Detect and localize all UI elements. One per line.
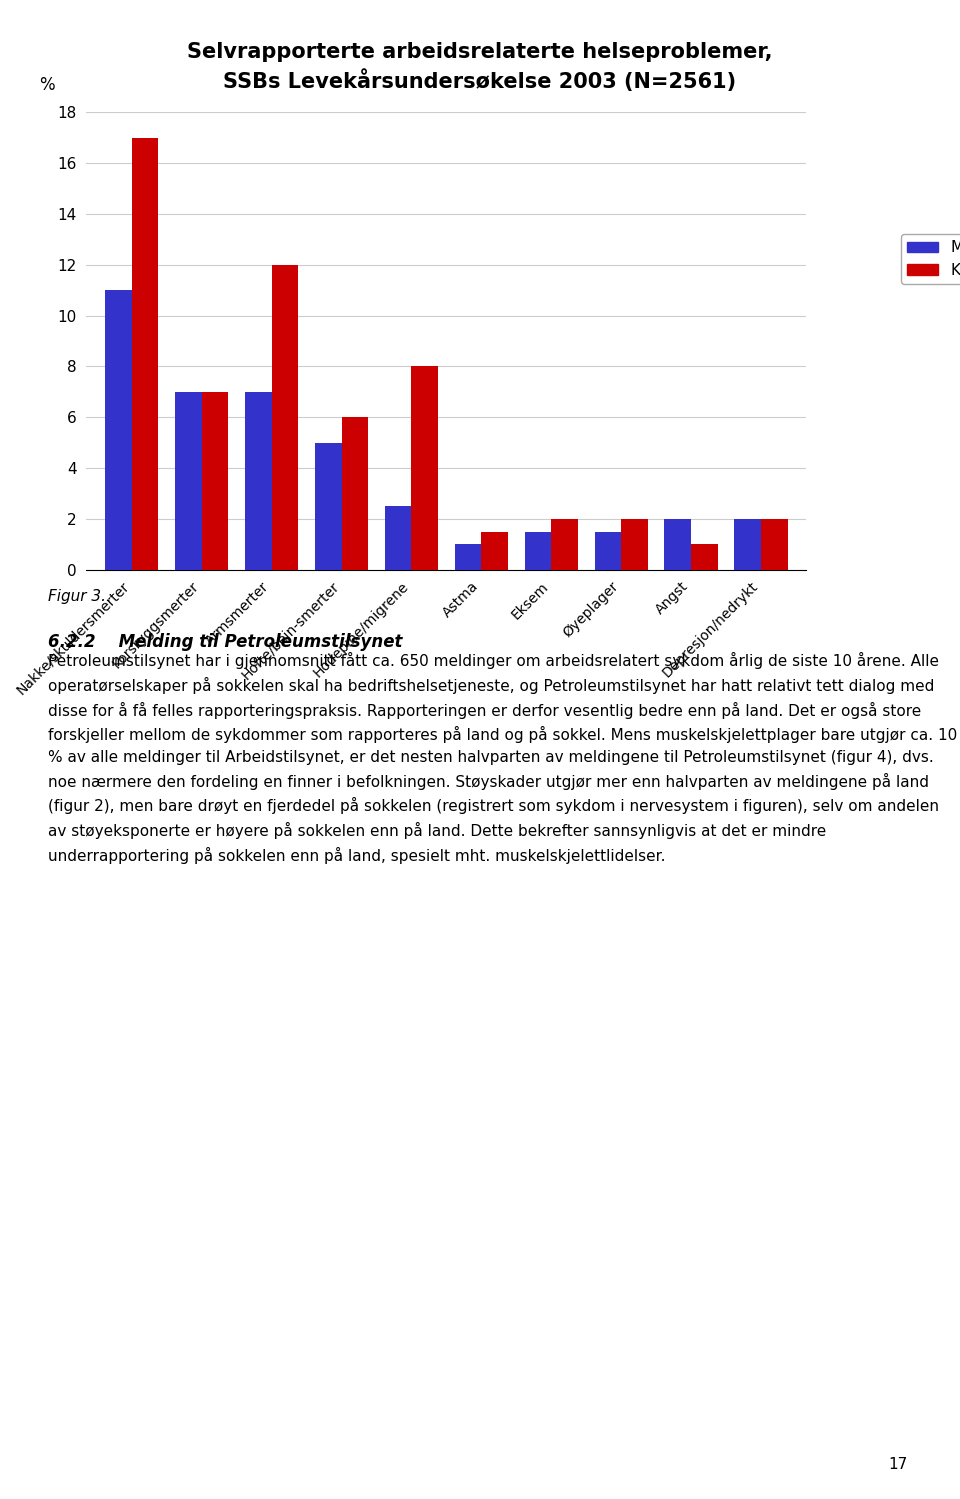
Text: Petroleumstilsynet har i gjennomsnitt fått ca. 650 meldinger om arbeidsrelatert : Petroleumstilsynet har i gjennomsnitt få…	[48, 652, 957, 863]
Bar	[385, 507, 412, 570]
Bar	[132, 138, 158, 570]
Bar	[761, 519, 787, 570]
Bar	[594, 532, 621, 570]
Bar	[664, 519, 691, 570]
Bar	[481, 532, 508, 570]
Bar	[315, 442, 342, 570]
Bar	[525, 532, 551, 570]
Bar	[621, 519, 648, 570]
Text: 17: 17	[888, 1457, 907, 1472]
Bar	[551, 519, 578, 570]
Bar	[342, 417, 368, 570]
Text: %: %	[39, 76, 56, 94]
Bar	[245, 391, 272, 570]
Bar	[202, 391, 228, 570]
Text: Figur 3.: Figur 3.	[48, 589, 106, 604]
Bar	[272, 265, 299, 570]
Bar	[106, 291, 132, 570]
Bar	[734, 519, 761, 570]
Legend: Menn, Kvinner: Menn, Kvinner	[901, 234, 960, 285]
Bar	[691, 544, 718, 570]
Bar	[175, 391, 202, 570]
Text: Selvrapporterte arbeidsrelaterte helseproblemer,
SSBs Levekårsundersøkelse 2003 : Selvrapporterte arbeidsrelaterte helsepr…	[187, 42, 773, 93]
Bar	[455, 544, 481, 570]
Bar	[412, 366, 438, 570]
Text: 6.2.2    Melding til Petroleumstilsynet: 6.2.2 Melding til Petroleumstilsynet	[48, 633, 402, 651]
